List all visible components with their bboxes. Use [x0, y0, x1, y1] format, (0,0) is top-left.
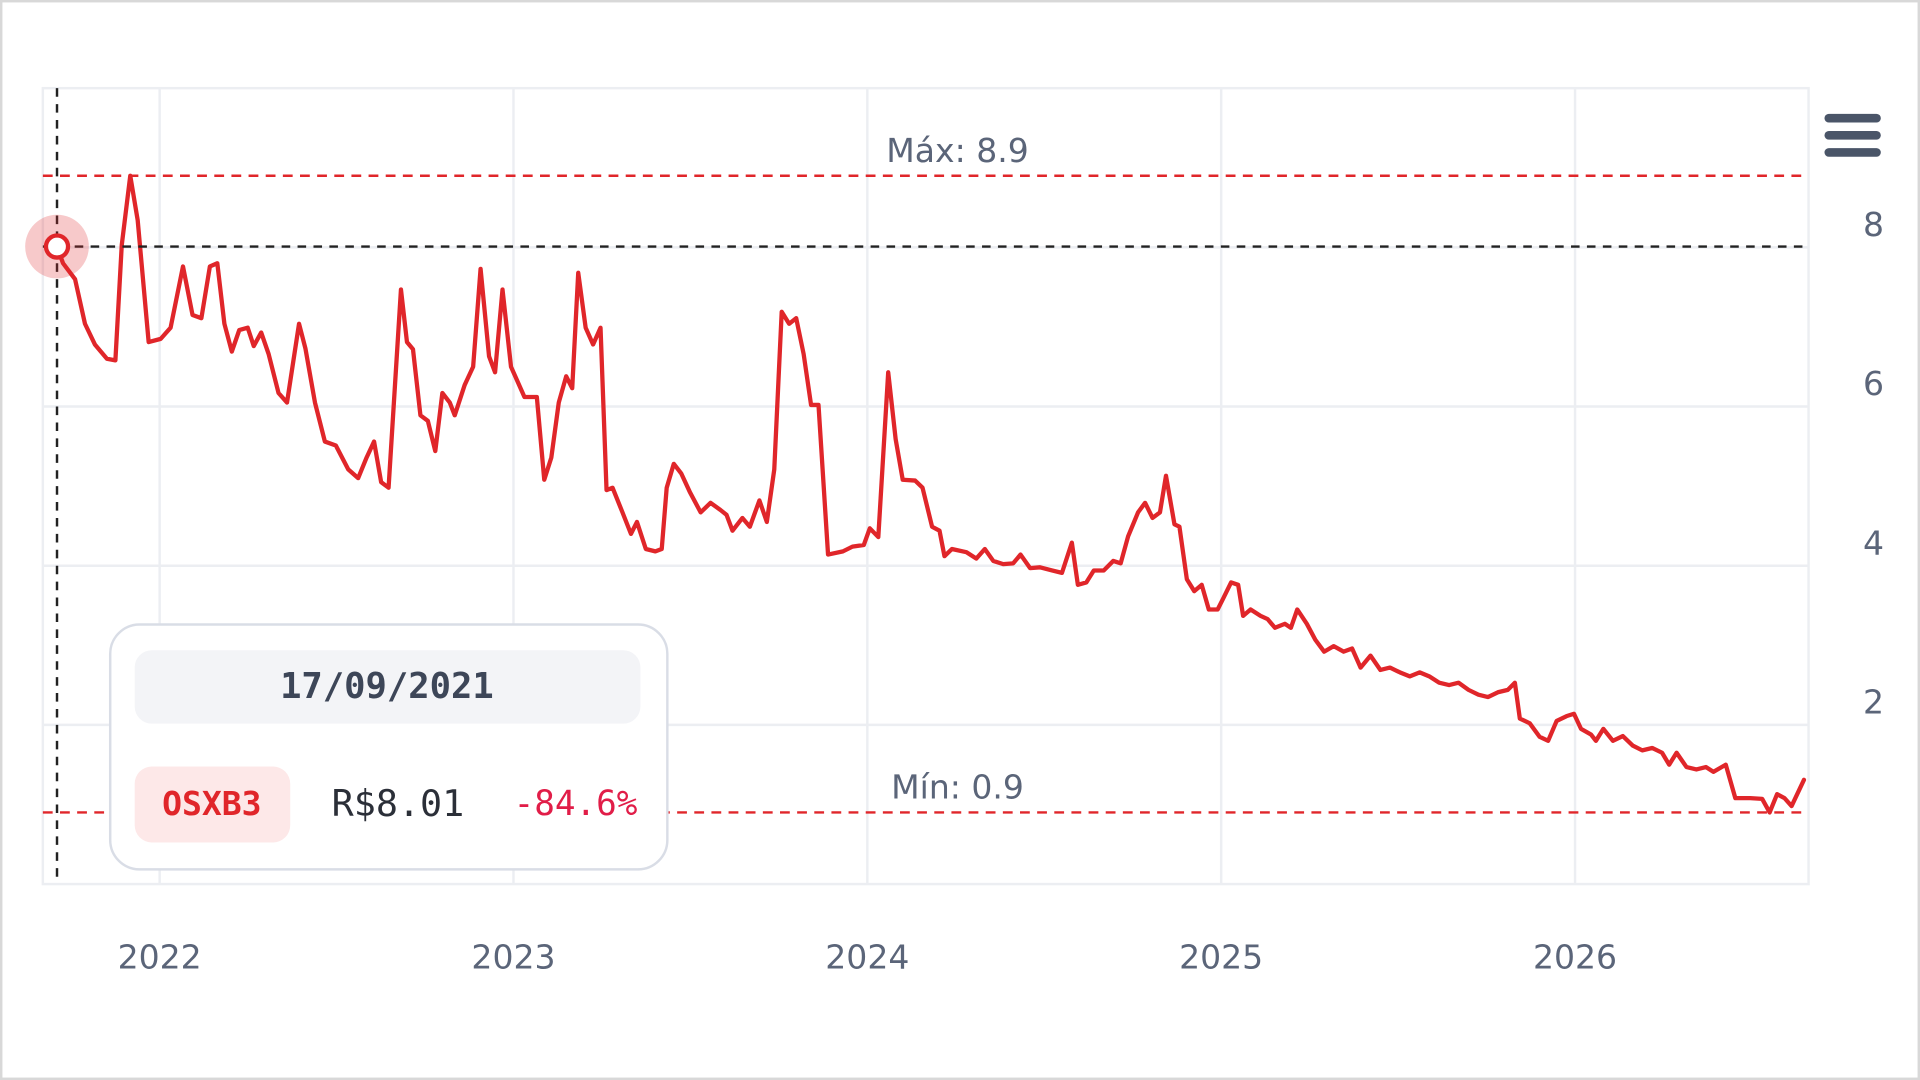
y-tick-label: 8 [1863, 205, 1884, 244]
y-tick-label: 2 [1863, 683, 1884, 722]
x-tick-label: 2023 [471, 937, 555, 976]
hover-point [43, 233, 71, 260]
reference-label: Máx: 8.9 [886, 131, 1029, 170]
menu-button[interactable] [1824, 113, 1881, 157]
menu-bar[interactable] [1824, 113, 1881, 123]
x-tick-label: 2026 [1533, 937, 1617, 976]
tooltip-symbol-chip [134, 766, 291, 843]
tooltip-date: 17/09/2021 [280, 666, 494, 707]
menu-bar[interactable] [1824, 131, 1881, 140]
y-tick-label: 4 [1863, 523, 1884, 562]
y-tick-label: 6 [1863, 364, 1884, 403]
plot-area [41, 86, 1810, 886]
series [25, 88, 1809, 885]
series-line [54, 173, 1807, 815]
x-tick-label: 2024 [825, 937, 909, 976]
x-tick-label: 2025 [1179, 937, 1263, 976]
tooltip-date-box [134, 650, 641, 724]
tooltip: 17/09/2021 OSXB3 R$8.01 -84.6% [108, 623, 669, 871]
tooltip-change: -84.6% [514, 784, 638, 824]
x-tick-label: 2022 [118, 937, 202, 976]
tooltip-symbol: OSXB3 [162, 784, 261, 823]
tooltip-price: R$8.01 [332, 782, 465, 825]
menu-bar[interactable] [1824, 148, 1881, 157]
reference-label: Mín: 0.9 [891, 768, 1024, 807]
